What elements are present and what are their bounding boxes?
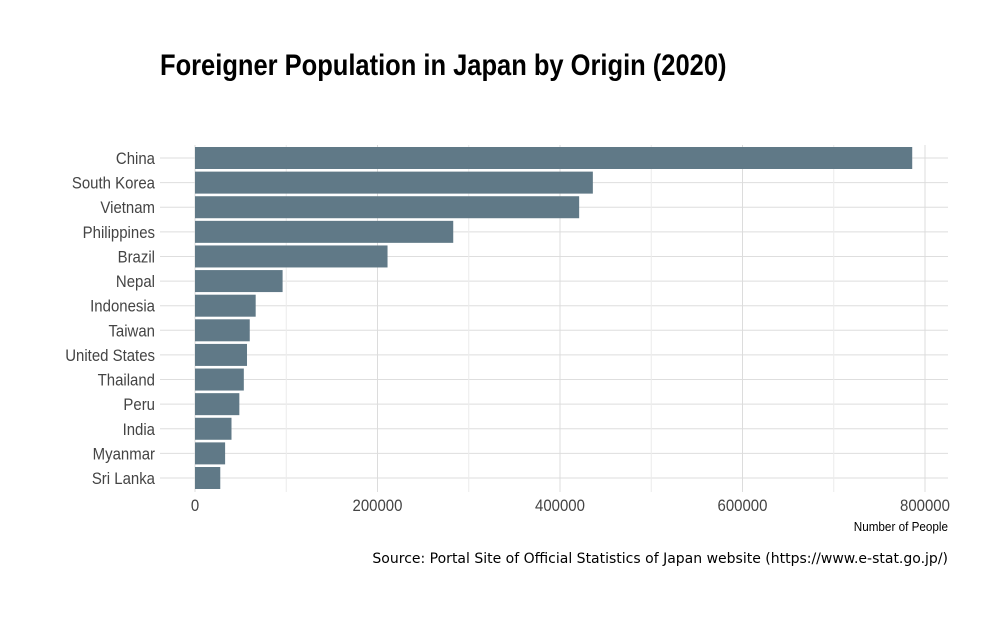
category-label: Taiwan (108, 323, 155, 341)
category-label: China (116, 150, 155, 168)
bar-myanmar (195, 442, 226, 465)
category-label: India (123, 421, 156, 439)
grid (160, 145, 948, 492)
bar-indonesia (195, 294, 256, 317)
category-label: Thailand (98, 372, 155, 390)
bar-vietnam (195, 196, 580, 219)
bar-sri-lanka (195, 467, 221, 489)
bar-nepal (195, 270, 283, 293)
bar-south-korea (195, 171, 593, 194)
x-tick-label: 400000 (535, 497, 585, 515)
bar-india (195, 417, 232, 440)
category-label: Peru (123, 396, 155, 414)
category-label: Philippines (83, 224, 155, 242)
bar-united-states (195, 343, 248, 366)
category-label: Brazil (118, 249, 155, 267)
bar-china (195, 147, 913, 169)
x-tick-label: 800000 (900, 497, 950, 515)
bar-thailand (195, 368, 244, 391)
category-label: Nepal (116, 273, 155, 291)
x-axis-label: Number of People (854, 519, 948, 534)
bars (195, 147, 913, 489)
category-labels: China South Korea Vietnam Philippines Brazil… (65, 150, 155, 488)
category-label: Sri Lanka (92, 470, 155, 488)
x-tick-label: 0 (191, 497, 199, 515)
bar-taiwan (195, 319, 250, 342)
category-label: Indonesia (90, 298, 155, 316)
category-label: United States (65, 347, 155, 365)
chart-title: Foreigner Population in Japan by Origin … (160, 48, 726, 81)
category-label: South Korea (72, 175, 155, 193)
bar-brazil (195, 245, 388, 268)
source-caption: Source: Portal Site of Official Statisti… (372, 551, 948, 567)
x-tick-label: 200000 (353, 497, 403, 515)
x-tick-labels: 0 200000 400000 600000 800000 (191, 497, 950, 515)
bar-peru (195, 393, 240, 416)
category-label: Myanmar (93, 446, 156, 464)
bar-philippines (195, 220, 454, 243)
x-tick-label: 600000 (718, 497, 768, 515)
category-label: Vietnam (100, 199, 155, 217)
